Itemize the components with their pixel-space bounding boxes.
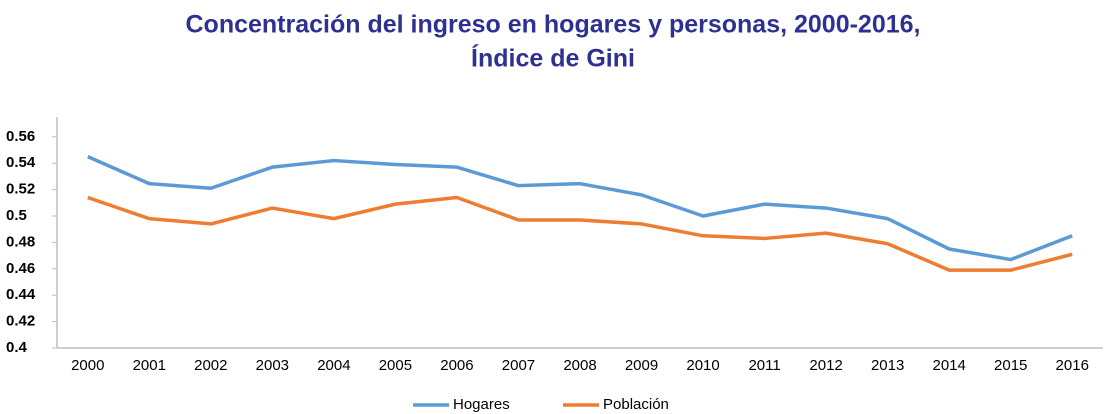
y-tick-label: 0.52: [6, 181, 35, 198]
x-tick-label: 2007: [502, 357, 535, 374]
x-tick-label: 2010: [686, 357, 719, 374]
x-tick-label: 2002: [194, 357, 227, 374]
y-tick-label: 0.44: [6, 286, 36, 303]
y-tick-label: 0.5: [6, 207, 27, 224]
x-tick-label: 2003: [256, 357, 289, 374]
x-tick-label: 2006: [440, 357, 473, 374]
x-tick-label: 2005: [379, 357, 412, 374]
y-tick-label: 0.42: [6, 313, 35, 330]
x-tick-label: 2004: [317, 357, 350, 374]
line-series: [87, 154, 1073, 262]
y-tick-label: 0.46: [6, 260, 35, 277]
x-tick-label: 2001: [133, 357, 166, 374]
y-tick-label: 0.48: [6, 233, 35, 250]
y-tick-label: 0.56: [6, 128, 35, 145]
x-tick-label: 2016: [1056, 357, 1089, 374]
chart-title: Concentración del ingreso en hogares y p…: [186, 11, 921, 39]
x-tick-label: 2014: [932, 357, 965, 374]
legend-label: Población: [603, 396, 669, 413]
x-tick-label: 2011: [748, 357, 780, 374]
x-tick-label: 2013: [871, 357, 904, 374]
x-tick-label: 2012: [809, 357, 842, 374]
x-tick-label: 2015: [994, 357, 1027, 374]
chart-subtitle: Índice de Gini: [471, 44, 635, 73]
y-tick-label: 0.4: [6, 339, 28, 356]
line-series: [87, 195, 1073, 272]
x-tick-label: 2009: [625, 357, 658, 374]
x-tick-label: 2008: [563, 357, 596, 374]
legend-label: Hogares: [453, 396, 510, 413]
x-tick-label: 2000: [71, 357, 104, 374]
y-tick-label: 0.54: [6, 154, 36, 171]
